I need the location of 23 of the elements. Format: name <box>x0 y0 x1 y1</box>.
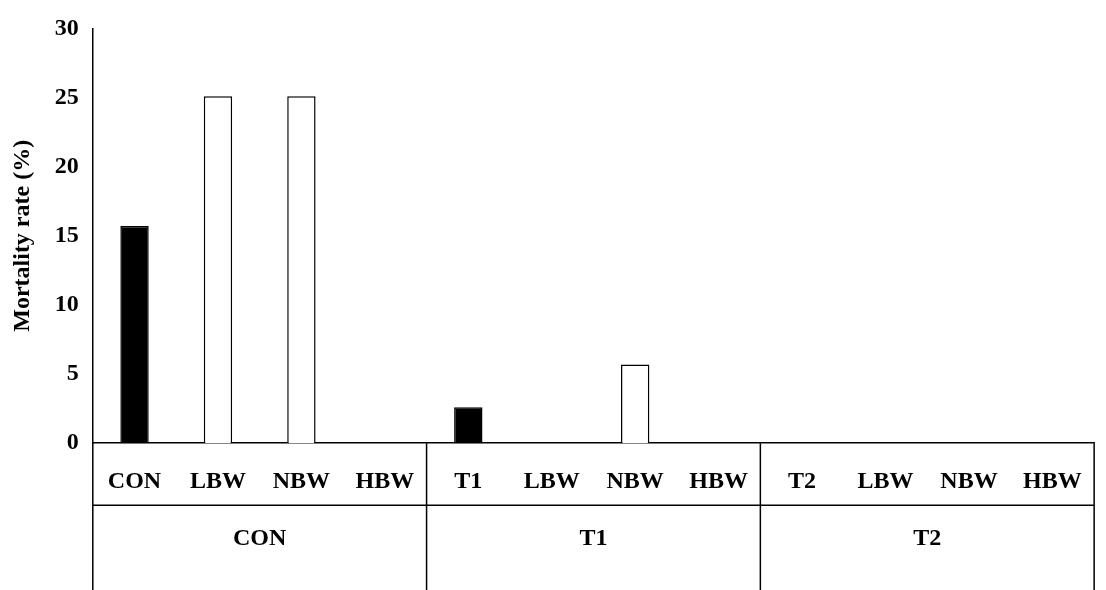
y-tick-label: 10 <box>54 290 79 317</box>
text: CON <box>233 524 288 551</box>
text: T2 <box>913 524 942 551</box>
x-tick-label: NBW <box>940 466 998 493</box>
text: T1 <box>579 524 608 551</box>
x-tick-label: NBW <box>272 466 331 493</box>
y-tick-label: 0 <box>66 428 79 455</box>
x-tick-label: T1 <box>454 466 483 493</box>
x-tick-label: NBW <box>606 466 664 493</box>
y-tick-label: 15 <box>54 221 79 247</box>
y-tick-label: 5 <box>66 359 79 386</box>
x-tick-label: LBW <box>523 466 580 493</box>
x-tick-label: LBW <box>857 466 914 493</box>
x-tick-label: HBW <box>689 466 748 493</box>
x-tick-label: HBW <box>1023 466 1082 493</box>
x-tick-label: LBW <box>189 466 246 493</box>
y-tick-label: 20 <box>54 151 79 178</box>
x-tick-label: T2 <box>788 466 817 493</box>
x-tick-label: CON <box>107 466 162 493</box>
y-tick-label: 25 <box>54 82 79 109</box>
y-axis-title: Mortality rate (%) <box>7 139 34 332</box>
x-tick-label: HBW <box>355 466 415 493</box>
y-tick-label: 30 <box>54 13 79 40</box>
